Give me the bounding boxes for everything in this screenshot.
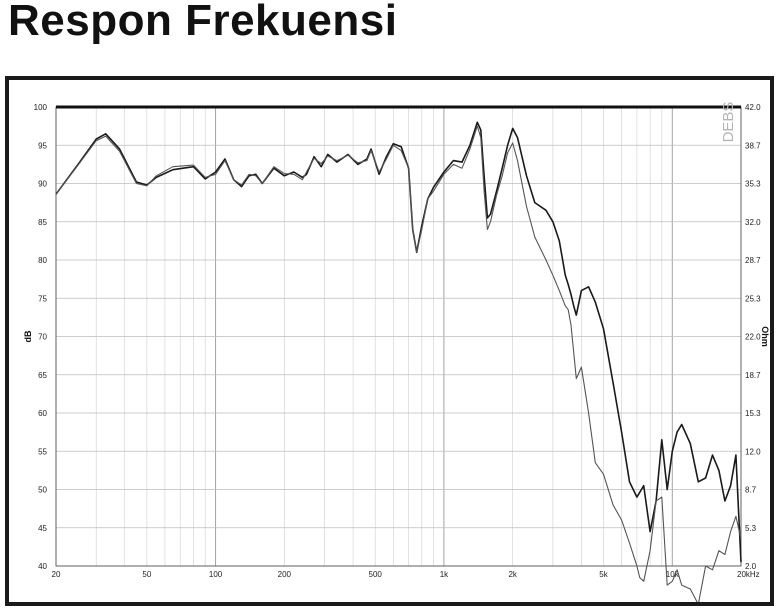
y-tick-label-left: 100: [34, 103, 48, 112]
y-tick-label-right: 8.7: [745, 486, 757, 495]
y-tick-label-left: 85: [38, 218, 47, 227]
y-tick-label-right: 42.0: [745, 103, 761, 112]
tick-labels: 100 95 90 85 80 75 70 65 60 55 50 45 40 42.0 38.7 35.3 3…: [34, 103, 761, 579]
x-tick-label: 20kHz: [737, 570, 760, 579]
y-axis-label-right: Ohm: [760, 326, 770, 347]
y-tick-label-left: 50: [38, 486, 47, 495]
y-tick-label-left: 40: [38, 562, 47, 571]
x-tick-label: 100: [209, 570, 223, 579]
y-tick-label-left: 60: [38, 409, 47, 418]
y-tick-label-left: 90: [38, 180, 47, 189]
x-tick-label: 200: [278, 570, 292, 579]
y-tick-label-right: 32.0: [745, 218, 761, 227]
x-tick-label: 50: [142, 570, 151, 579]
page-title: Respon Frekuensi: [8, 0, 398, 45]
y-tick-label-right: 22.0: [745, 333, 761, 342]
y-tick-label-right: 5.3: [745, 524, 757, 533]
series-line-2: [55, 125, 742, 602]
y-tick-label-right: 18.7: [745, 371, 761, 380]
y-tick-label-left: 70: [38, 333, 47, 342]
chart-frame: 100 95 90 85 80 75 70 65 60 55 50 45 40 42.0 38.7 35.3 3…: [5, 76, 774, 606]
frequency-response-chart: 100 95 90 85 80 75 70 65 60 55 50 45 40 42.0 38.7 35.3 3…: [23, 102, 770, 602]
y-tick-label-right: 28.7: [745, 256, 761, 265]
watermark-text: DEBS: [720, 102, 737, 143]
x-tick-label: 20: [52, 570, 61, 579]
y-tick-label-left: 80: [38, 256, 47, 265]
x-tick-label: 1k: [440, 570, 449, 579]
y-tick-label-left: 55: [38, 447, 47, 456]
x-tick-label: 5k: [599, 570, 608, 579]
y-tick-label-right: 2.0: [745, 562, 757, 571]
x-tick-label: 500: [369, 570, 383, 579]
y-tick-label-right: 15.3: [745, 409, 761, 418]
x-tick-label: 10k: [666, 570, 680, 579]
series-line-1: [55, 121, 742, 563]
y-tick-label-left: 45: [38, 524, 47, 533]
series-lines: [55, 121, 742, 602]
y-tick-label-left: 75: [38, 294, 47, 303]
y-tick-label-right: 35.3: [745, 180, 761, 189]
axes: [55, 105, 742, 567]
y-tick-label-right: 12.0: [745, 447, 761, 456]
y-tick-label-right: 38.7: [745, 141, 761, 150]
y-tick-label-left: 95: [38, 141, 47, 150]
y-tick-label-left: 65: [38, 371, 47, 380]
y-tick-label-right: 25.3: [745, 294, 761, 303]
x-tick-label: 2k: [508, 570, 517, 579]
y-axis-label-left: dB: [23, 330, 33, 342]
